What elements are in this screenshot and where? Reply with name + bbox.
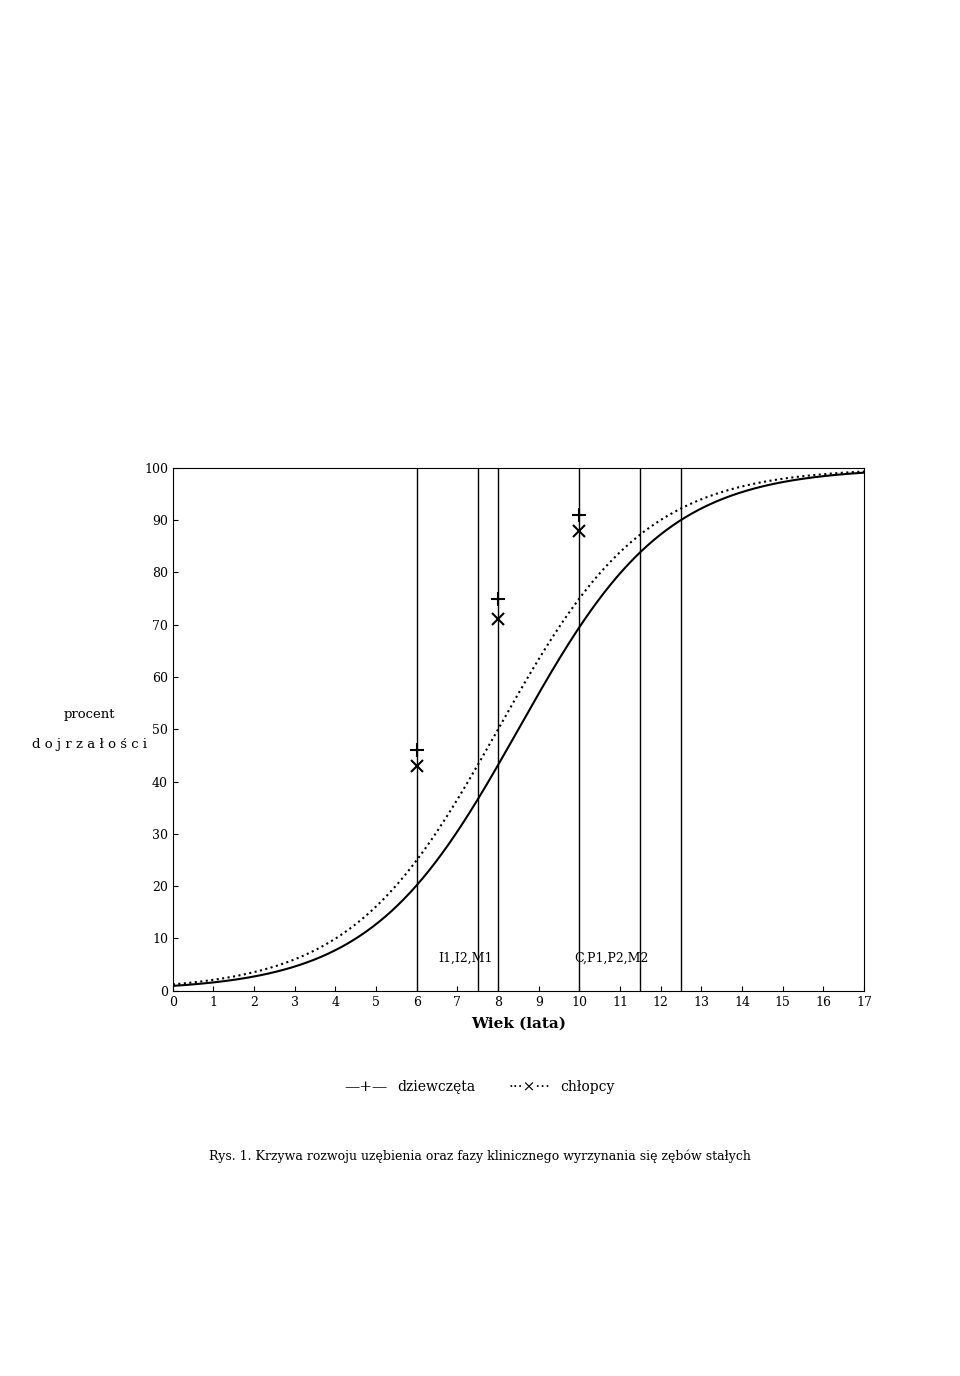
Text: procent

d o j r z a ł o ś c i: procent d o j r z a ł o ś c i: [33, 707, 147, 751]
Text: C,P1,P2,M2: C,P1,P2,M2: [575, 952, 649, 965]
X-axis label: Wiek (lata): Wiek (lata): [471, 1017, 565, 1031]
Text: I1,I2,M1: I1,I2,M1: [439, 952, 492, 965]
Text: chłopcy: chłopcy: [561, 1080, 615, 1094]
Text: dziewczęta: dziewczęta: [397, 1080, 475, 1094]
Text: Rys. 1. Krzywa rozwoju uzębienia oraz fazy klinicznego wyrzynania się zębów stał: Rys. 1. Krzywa rozwoju uzębienia oraz fa…: [209, 1149, 751, 1163]
Text: —+—: —+—: [345, 1080, 388, 1094]
Text: ···×···: ···×···: [509, 1080, 551, 1094]
